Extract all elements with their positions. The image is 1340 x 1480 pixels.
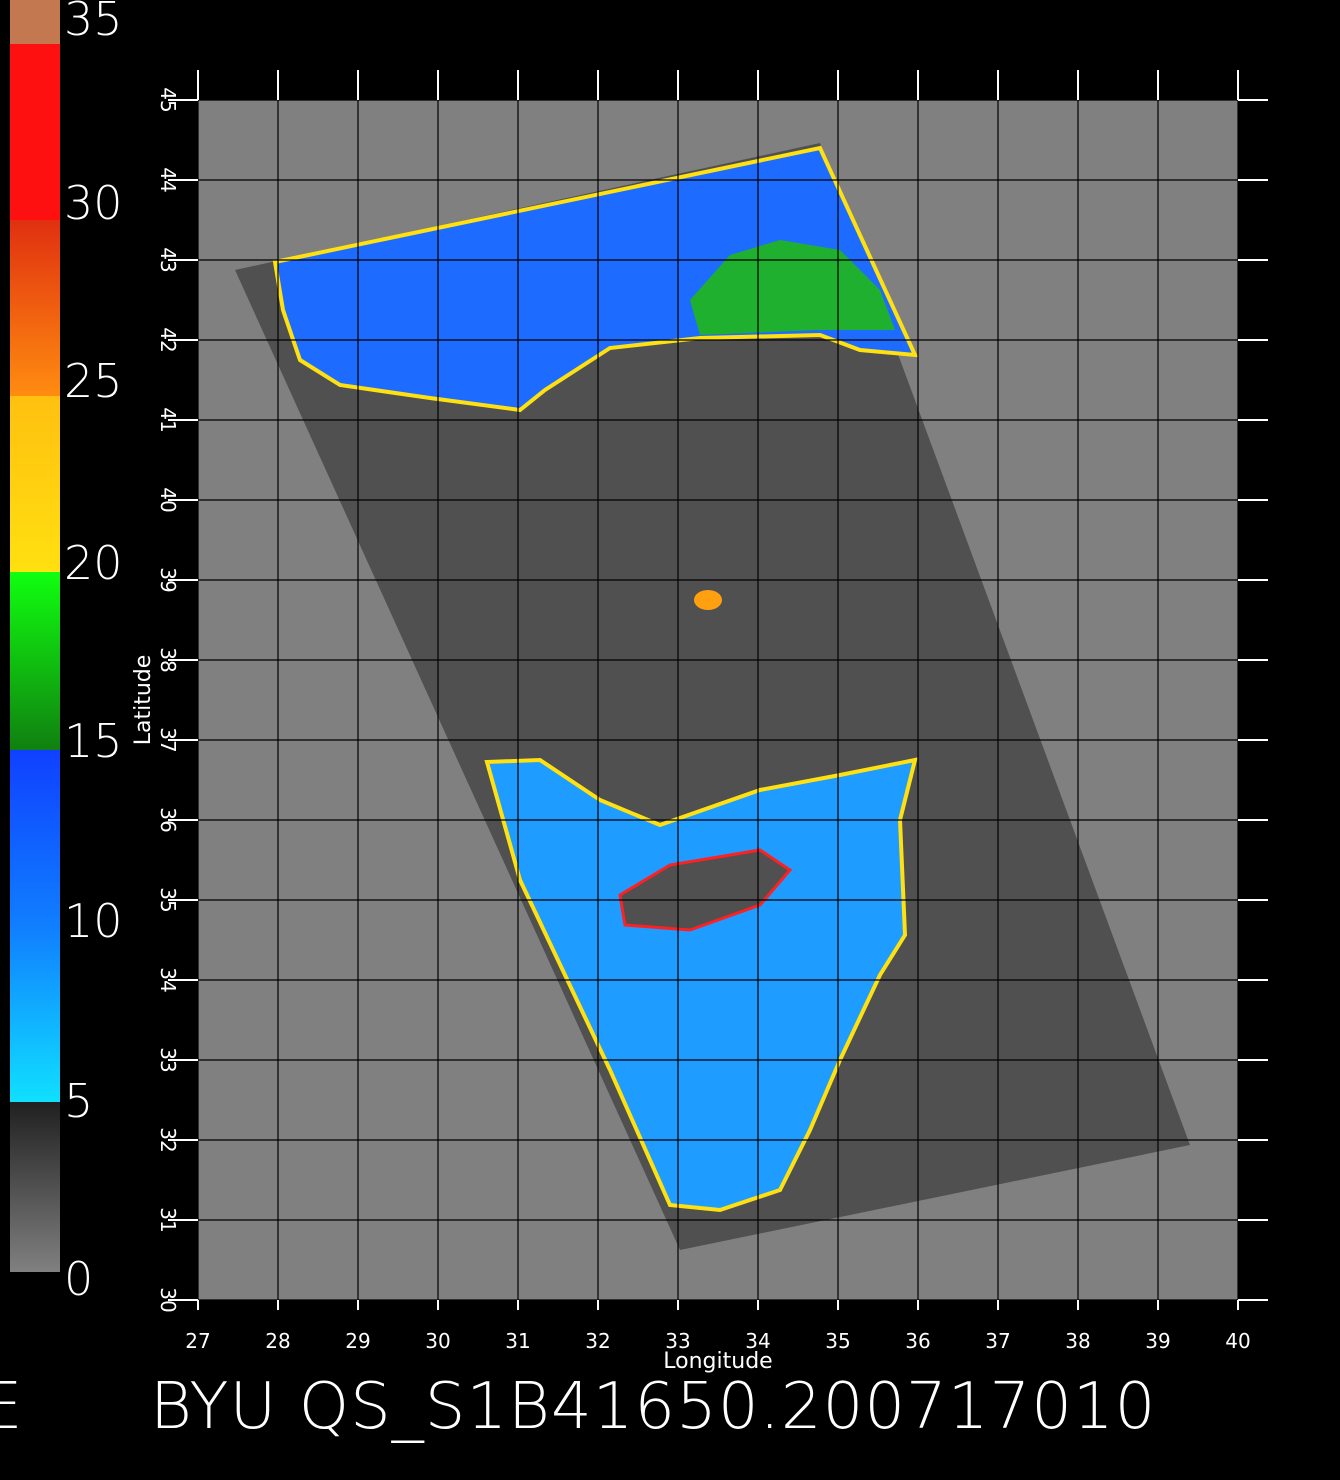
x-axis-title: Longitude (663, 1349, 772, 1374)
x-tick-label-37: 37 (985, 1329, 1010, 1353)
grid-lines (168, 70, 1268, 1302)
y-tick-label-42: 42 (156, 327, 180, 352)
x-tick-label-32: 32 (585, 1329, 610, 1353)
lake-feature (694, 590, 722, 610)
y-tick-label-32: 32 (156, 1127, 180, 1152)
y-axis-ticks: 30 31 32 33 34 35 36 37 38 39 40 41 42 43 44 45 (156, 87, 1268, 1313)
x-tick-label-30: 30 (425, 1329, 450, 1353)
x-tick-label-29: 29 (345, 1329, 370, 1353)
y-tick-label-37: 37 (156, 727, 180, 752)
colorbar-label-20: 20 (64, 536, 123, 590)
x-tick-label-27: 27 (185, 1329, 210, 1353)
y-tick-label-38: 38 (156, 647, 180, 672)
colorbar-label-35: 35 (64, 0, 123, 46)
colorbar-label-5: 5 (64, 1074, 94, 1128)
colorbar-label-15: 15 (64, 714, 123, 768)
black-sea-green-area (690, 240, 895, 335)
colorbar-label-10: 10 (64, 894, 123, 948)
y-tick-label-35: 35 (156, 887, 180, 912)
x-axis-ticks: 27 28 29 30 31 32 33 34 35 36 37 38 39 40 (185, 70, 1251, 1353)
colorbar-label-0: 0 (64, 1252, 94, 1306)
x-tick-label-33: 33 (665, 1329, 690, 1353)
colorbar (10, 0, 60, 1272)
cyprus-island (618, 848, 793, 932)
colorbar-label-30: 30 (64, 176, 123, 230)
x-tick-label-39: 39 (1145, 1329, 1170, 1353)
y-tick-label-45: 45 (156, 87, 180, 112)
colorbar-label-25: 25 (64, 354, 123, 408)
y-tick-label-43: 43 (156, 247, 180, 272)
y-tick-label-44: 44 (156, 167, 180, 192)
y-tick-label-34: 34 (156, 967, 180, 992)
y-tick-label-40: 40 (156, 487, 180, 512)
mediterranean-region (484, 757, 918, 1213)
x-tick-label-40: 40 (1225, 1329, 1250, 1353)
x-tick-label-36: 36 (905, 1329, 930, 1353)
x-tick-label-35: 35 (825, 1329, 850, 1353)
black-sea-region (272, 145, 919, 413)
x-tick-label-38: 38 (1065, 1329, 1090, 1353)
y-axis-title: Latitude (131, 655, 156, 746)
x-tick-label-28: 28 (265, 1329, 290, 1353)
y-tick-label-41: 41 (156, 407, 180, 432)
y-tick-label-39: 39 (156, 567, 180, 592)
y-tick-label-31: 31 (156, 1207, 180, 1232)
y-tick-label-36: 36 (156, 807, 180, 832)
footer-title: BYU QS_S1B41650.200717010 (150, 1370, 1157, 1444)
footer-left-fragment: E (0, 1370, 23, 1444)
y-tick-label-33: 33 (156, 1047, 180, 1072)
x-tick-label-31: 31 (505, 1329, 530, 1353)
x-tick-label-34: 34 (745, 1329, 770, 1353)
y-tick-label-30: 30 (156, 1287, 180, 1312)
